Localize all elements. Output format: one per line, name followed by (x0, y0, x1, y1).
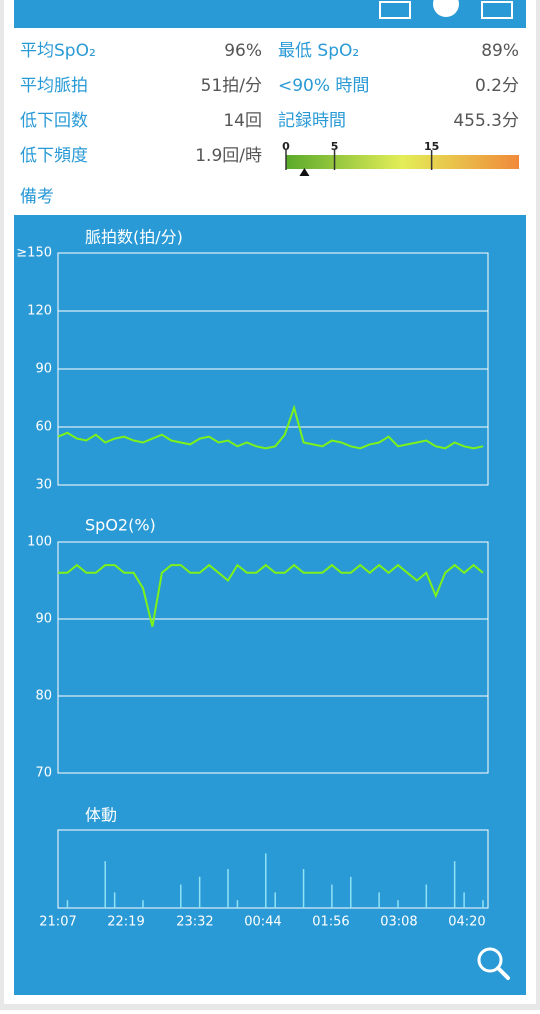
stat-value: 455.3分 (453, 111, 519, 131)
stat-value: 0.2分 (475, 76, 519, 96)
stat-label: 平均SpO₂ (20, 41, 96, 61)
chart-panel (14, 215, 526, 995)
note-label: 備考 (20, 187, 54, 207)
movement-bar (331, 884, 333, 908)
movement-bar (463, 892, 465, 908)
x-tick-label: 04:20 (448, 915, 485, 930)
movement-bar (236, 900, 239, 908)
zoom-button[interactable] (477, 947, 510, 980)
stat-value: 96% (224, 41, 262, 61)
movement-bar (66, 900, 69, 908)
movement-bar (180, 884, 182, 908)
movement-bar (482, 900, 484, 908)
y-tick-label: 90 (35, 362, 52, 377)
stat-label: 低下頻度 (20, 146, 88, 166)
stat-value: 14回 (223, 111, 262, 131)
chart-title: 脈拍数(拍/分) (85, 228, 183, 247)
movement-bar (113, 892, 116, 908)
y-tick-label: 100 (27, 535, 52, 550)
stat-label: 低下回数 (20, 111, 88, 131)
y-tick-label: ≥150 (16, 246, 52, 261)
x-tick-label: 22:19 (107, 915, 144, 930)
chart-title: SpO2(%) (85, 516, 156, 535)
frequency-bar (286, 155, 519, 169)
scale-tick-label: 5 (331, 140, 339, 153)
x-tick-label: 03:08 (380, 915, 417, 930)
movement-bar (142, 900, 144, 908)
x-tick-label: 00:44 (244, 915, 281, 930)
movement-bar (274, 892, 276, 908)
y-tick-label: 120 (27, 304, 52, 319)
scale-marker (299, 168, 310, 176)
toolbar-icon[interactable] (433, 0, 459, 17)
stat-label: <90% 時間 (278, 76, 369, 96)
chart-title: 体動 (85, 806, 117, 825)
x-tick-label: 01:56 (312, 915, 349, 930)
stat-label: 記録時間 (278, 111, 346, 131)
stat-label: 最低 SpO₂ (278, 41, 359, 61)
y-tick-label: 90 (35, 612, 52, 627)
movement-bar (227, 869, 229, 908)
movement-bar (350, 876, 352, 908)
plot-frame (57, 829, 489, 909)
movement-bar (198, 876, 201, 908)
movement-bar (425, 884, 428, 908)
y-tick-label: 80 (35, 689, 52, 704)
movement-bar (265, 853, 267, 908)
scale-tick-label: 15 (424, 140, 439, 153)
y-tick-label: 60 (35, 420, 52, 435)
movement-bar (302, 869, 305, 908)
stat-label: 平均脈拍 (20, 76, 88, 96)
x-tick-label: 21:07 (39, 915, 76, 930)
charts: 脈拍数(拍/分) 30 60 90 120 ≥150 SpO2(%) 70 80 90 100 体動 2… (16, 228, 489, 930)
movement-bar (453, 861, 456, 908)
movement-bar (397, 900, 399, 908)
summary: 平均SpO₂ 96% 最低 SpO₂ 89% 平均脈拍 51拍/分 <90% 時間 0.2分低… (20, 41, 519, 207)
movement-bar (104, 861, 106, 908)
series-line (58, 563, 484, 627)
stat-value: 1.9回/時 (195, 146, 262, 166)
movement-bar (378, 892, 380, 908)
stat-value: 89% (481, 41, 519, 61)
y-tick-label: 70 (35, 766, 52, 781)
x-tick-label: 23:32 (176, 915, 213, 930)
scale-tick-label: 0 (282, 140, 290, 153)
series-line (57, 404, 484, 450)
stat-value: 51拍/分 (201, 76, 262, 96)
toolbar-icon[interactable] (379, 1, 411, 19)
toolbar-icon[interactable] (481, 1, 513, 19)
y-tick-label: 30 (35, 478, 52, 493)
